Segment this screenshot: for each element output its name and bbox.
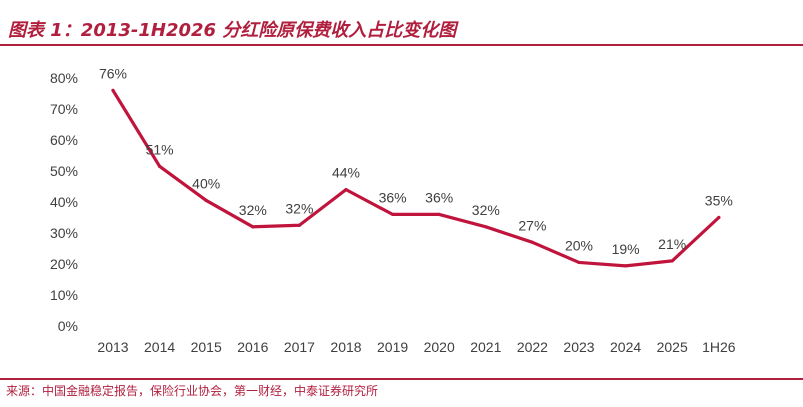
- data-point: [251, 225, 255, 229]
- data-point: [670, 259, 674, 263]
- data-point: [530, 240, 535, 244]
- data-label: 32%: [239, 202, 267, 218]
- x-tick-label: 2018: [330, 339, 361, 355]
- data-point: [624, 264, 628, 268]
- x-tick-label: 2024: [610, 339, 641, 355]
- data-point: [577, 260, 581, 265]
- data-point: [437, 212, 441, 216]
- y-tick-label: 70%: [50, 101, 78, 117]
- data-label: 44%: [332, 165, 360, 181]
- data-label: 51%: [146, 141, 174, 157]
- x-tick-label: 2014: [144, 339, 175, 355]
- source-note: 来源：中国金融稳定报告，保险行业协会，第一财经，中泰证券研究所: [6, 384, 379, 398]
- y-tick-label: 50%: [50, 163, 78, 179]
- data-point: [391, 212, 395, 216]
- y-tick-label: 60%: [50, 132, 78, 148]
- x-tick-label: 2025: [657, 339, 688, 355]
- data-label: 32%: [285, 200, 313, 216]
- y-tick-label: 10%: [50, 287, 78, 303]
- x-tick-label: 2013: [97, 339, 128, 355]
- source-divider: [0, 378, 803, 380]
- data-label: 32%: [472, 202, 500, 218]
- y-tick-label: 80%: [50, 70, 78, 86]
- data-label: 27%: [518, 217, 546, 233]
- x-tick-label: 2017: [284, 339, 315, 355]
- y-tick-label: 20%: [50, 256, 78, 272]
- x-tick-label: 2019: [377, 339, 408, 355]
- y-tick-label: 0%: [58, 318, 78, 334]
- data-point: [484, 225, 488, 229]
- series-line: [111, 88, 721, 268]
- data-point: [717, 215, 721, 220]
- x-tick-label: 2016: [237, 339, 268, 355]
- data-point: [297, 223, 301, 227]
- title-bar: 图表 1：2013-1H2026 分红险原保费收入占比变化图: [0, 14, 803, 46]
- data-label: 40%: [192, 175, 220, 191]
- data-label: 76%: [99, 65, 127, 81]
- data-point: [158, 164, 162, 168]
- data-point: [111, 88, 115, 92]
- data-label: 19%: [612, 241, 640, 257]
- chart-title: 图表 1：2013-1H2026 分红险原保费收入占比变化图: [8, 20, 457, 41]
- y-tick-label: 30%: [50, 225, 78, 241]
- x-tick-label: 2023: [563, 339, 594, 355]
- x-tick-label: 1H26: [702, 339, 736, 355]
- x-tick-label: 2022: [517, 339, 548, 355]
- data-label: 35%: [705, 193, 733, 209]
- data-label: 36%: [425, 189, 453, 205]
- data-label: 36%: [379, 189, 407, 205]
- data-label: 21%: [658, 236, 686, 252]
- x-tick-label: 2015: [191, 339, 222, 355]
- y-tick-label: 40%: [50, 194, 78, 210]
- line-chart: 0% 10% 20% 30% 40% 50% 60% 70% 80% 2013 2014 2015 20…: [50, 65, 736, 355]
- data-label: 20%: [565, 237, 593, 253]
- data-point: [344, 188, 348, 192]
- data-point: [204, 198, 208, 203]
- x-tick-label: 2021: [470, 339, 501, 355]
- x-tick-label: 2020: [424, 339, 455, 355]
